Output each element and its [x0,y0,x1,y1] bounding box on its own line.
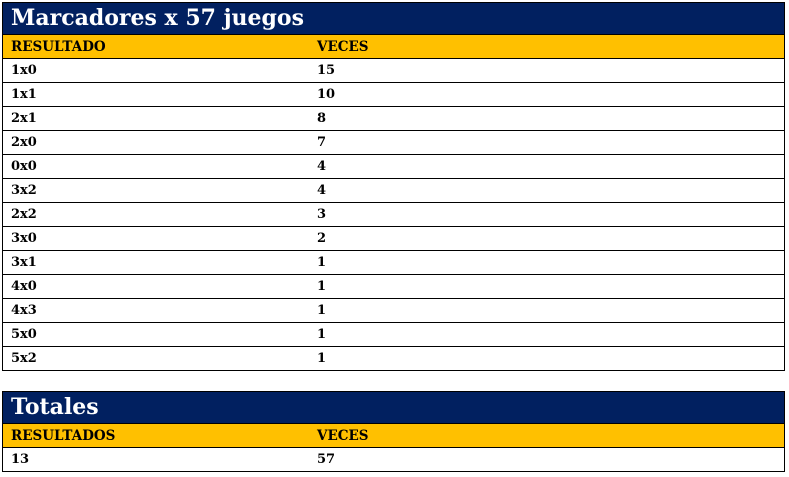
scores-table-title: Marcadores x 57 juegos [3,3,784,35]
scores-table: Marcadores x 57 juegos RESULTADO VECES 1… [2,2,785,371]
result-cell: 5x0 [11,327,37,342]
result-cell: 1x0 [11,63,37,78]
result-cell: 3x1 [11,255,37,270]
count-cell: 1 [317,279,327,294]
count-cell: 4 [317,183,327,198]
result-cell: 2x1 [11,111,37,126]
result-cell: 4x0 [11,279,37,294]
totals-table: Totales RESULTADOS VECES 13 57 [2,391,785,472]
table-row: 3x0 2 [3,227,784,251]
table-row: 4x0 1 [3,275,784,299]
table-row: 3x1 1 [3,251,784,275]
count-cell: 4 [317,159,327,174]
count-cell: 10 [317,87,336,102]
count-cell: 1 [317,255,327,270]
count-cell: 1 [317,327,327,342]
count-cell: 15 [317,63,336,78]
scores-table-header: RESULTADO VECES [3,35,784,59]
table-row: 1x1 10 [3,83,784,107]
result-cell: 2x2 [11,207,37,222]
result-cell: 2x0 [11,135,37,150]
table-row: 0x0 4 [3,155,784,179]
totals-table-header: RESULTADOS VECES [3,424,784,448]
totals-table-body: 13 57 [3,448,784,471]
result-cell: 3x2 [11,183,37,198]
totals-table-title: Totales [3,392,784,424]
count-cell: 7 [317,135,327,150]
result-cell: 3x0 [11,231,37,246]
header-veces: VECES [317,38,369,55]
count-cell: 2 [317,231,327,246]
table-row: 2x0 7 [3,131,784,155]
header-resultado: RESULTADO [11,38,106,55]
result-cell: 13 [11,452,30,467]
count-cell: 3 [317,207,327,222]
result-cell: 1x1 [11,87,37,102]
table-row: 5x2 1 [3,347,784,370]
count-cell: 1 [317,351,327,366]
result-cell: 5x2 [11,351,37,366]
count-cell: 57 [317,452,336,467]
table-row: 5x0 1 [3,323,784,347]
result-cell: 4x3 [11,303,37,318]
table-row: 2x1 8 [3,107,784,131]
count-cell: 1 [317,303,327,318]
table-row: 1x0 15 [3,59,784,83]
table-row: 4x3 1 [3,299,784,323]
table-row: 2x2 3 [3,203,784,227]
table-row: 13 57 [3,448,784,471]
count-cell: 8 [317,111,327,126]
header-resultados: RESULTADOS [11,427,116,444]
table-row: 3x2 4 [3,179,784,203]
scores-table-body: 1x0 15 1x1 10 2x1 8 2x0 7 0x0 4 3x2 4 2x2 3 3x0 2 3x1 1 4x… [3,59,784,370]
header-veces: VECES [317,427,369,444]
result-cell: 0x0 [11,159,37,174]
